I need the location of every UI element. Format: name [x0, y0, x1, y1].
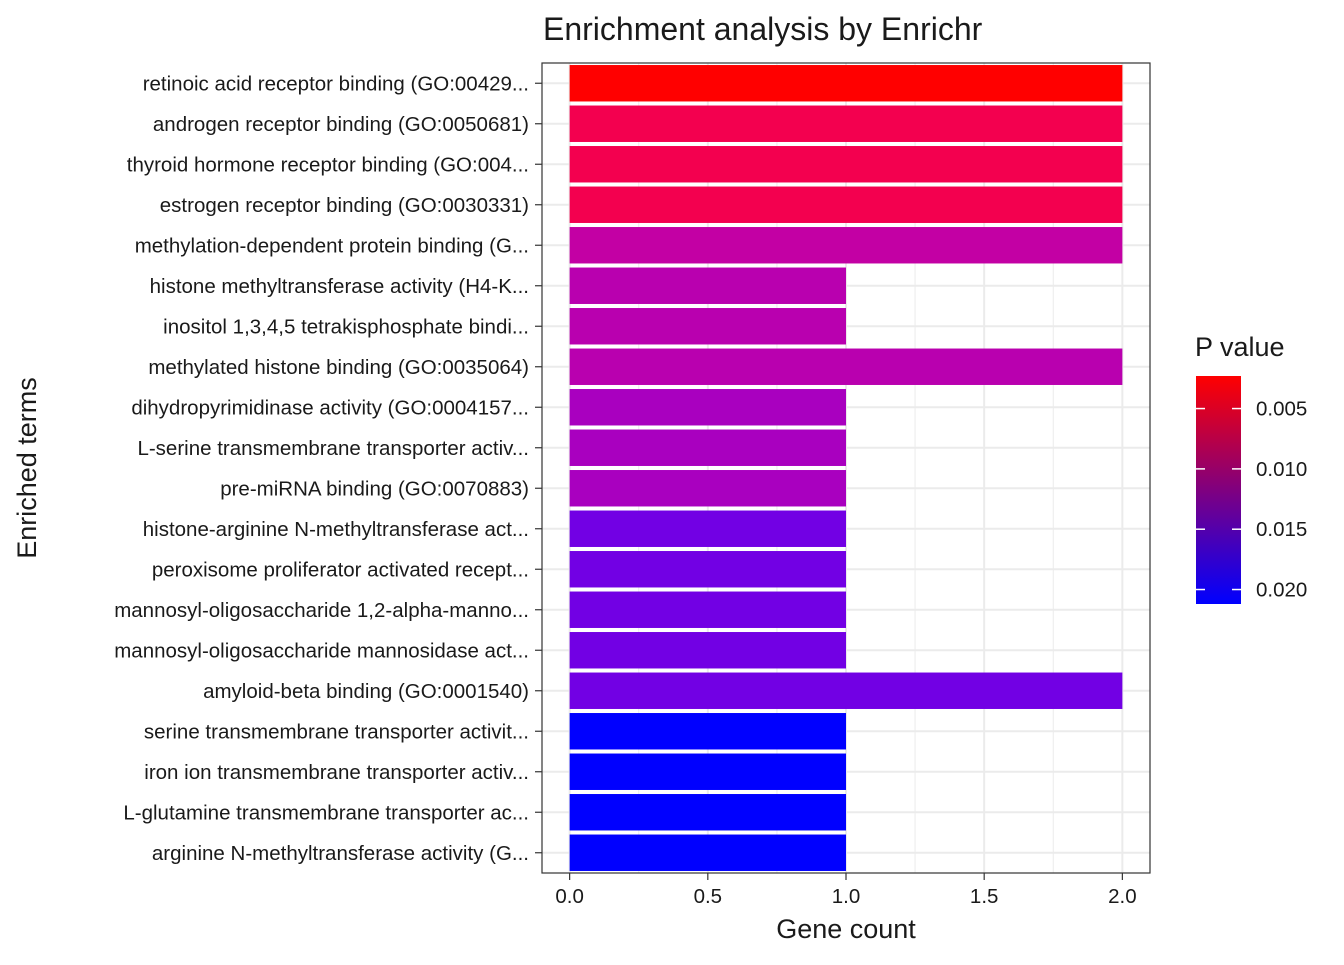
bar — [569, 551, 846, 588]
y-axis: retinoic acid receptor binding (GO:00429… — [114, 72, 542, 865]
bar — [569, 632, 846, 669]
x-tick-label: 0.5 — [694, 885, 723, 908]
bar — [569, 146, 1123, 183]
y-tick-label: serine transmembrane transporter activit… — [144, 720, 529, 743]
y-tick-label: thyroid hormone receptor binding (GO:004… — [127, 153, 529, 176]
bar — [569, 713, 846, 750]
bars — [569, 65, 1123, 871]
bar — [569, 834, 846, 871]
bar — [569, 308, 846, 345]
legend-tick-label: 0.020 — [1256, 579, 1307, 602]
y-tick-label: histone-arginine N-methyltransferase act… — [143, 518, 529, 541]
chart-title: Enrichment analysis by Enrichr — [543, 11, 983, 47]
y-tick-label: estrogen receptor binding (GO:0030331) — [160, 194, 529, 217]
y-tick-label: amyloid-beta binding (GO:0001540) — [203, 680, 529, 703]
bar — [569, 389, 846, 426]
legend-tick-label: 0.015 — [1256, 518, 1307, 541]
bar — [569, 65, 1123, 102]
y-axis-label: Enriched terms — [12, 377, 42, 559]
bar — [569, 591, 846, 628]
legend-title: P value — [1195, 332, 1285, 362]
bar — [569, 794, 846, 831]
y-tick-label: arginine N-methyltransferase activity (G… — [152, 842, 529, 865]
x-axis-label: Gene count — [776, 914, 916, 944]
bar — [569, 429, 846, 466]
bar — [569, 510, 846, 547]
x-axis: 0.0 0.5 1.0 1.5 2.0 — [555, 873, 1137, 908]
y-tick-label: iron ion transmembrane transporter activ… — [144, 761, 529, 784]
x-tick-label: 0.0 — [555, 885, 584, 908]
y-tick-label: inositol 1,3,4,5 tetrakisphosphate bindi… — [163, 315, 529, 338]
y-tick-label: dihydropyrimidinase activity (GO:0004157… — [131, 396, 529, 419]
bar — [569, 227, 1123, 264]
plot-panel — [541, 62, 1151, 874]
x-tick-label: 1.5 — [970, 885, 999, 908]
y-tick-label: retinoic acid receptor binding (GO:00429… — [143, 72, 529, 95]
y-tick-label: androgen receptor binding (GO:0050681) — [153, 113, 529, 136]
bar — [569, 470, 846, 507]
legend-ticks: 0.005 0.010 0.015 0.020 — [1196, 398, 1307, 602]
legend-colorbar — [1196, 376, 1241, 604]
y-tick-label: peroxisome proliferator activated recept… — [152, 558, 529, 581]
legend-tick-label: 0.005 — [1256, 398, 1307, 421]
x-tick-label: 1.0 — [832, 885, 861, 908]
bar — [569, 105, 1123, 142]
y-tick-label: mannosyl-oligosaccharide mannosidase act… — [114, 639, 529, 662]
y-tick-label: pre-miRNA binding (GO:0070883) — [220, 477, 529, 500]
bar — [569, 267, 846, 304]
y-tick-label: L-serine transmembrane transporter activ… — [137, 437, 529, 460]
legend: P value 0.005 0.010 0.015 0.020 — [1195, 332, 1307, 604]
bar — [569, 348, 1123, 385]
y-tick-label: methylated histone binding (GO:0035064) — [148, 356, 529, 379]
bar — [569, 186, 1123, 223]
bar — [569, 672, 1123, 709]
x-tick-label: 2.0 — [1108, 885, 1137, 908]
y-tick-label: histone methyltransferase activity (H4-K… — [150, 275, 529, 298]
y-tick-label: L-glutamine transmembrane transporter ac… — [123, 801, 529, 824]
bar — [569, 753, 846, 790]
legend-tick-label: 0.010 — [1256, 458, 1307, 481]
y-tick-label: mannosyl-oligosaccharide 1,2-alpha-manno… — [114, 599, 529, 622]
y-tick-label: methylation-dependent protein binding (G… — [135, 234, 529, 257]
